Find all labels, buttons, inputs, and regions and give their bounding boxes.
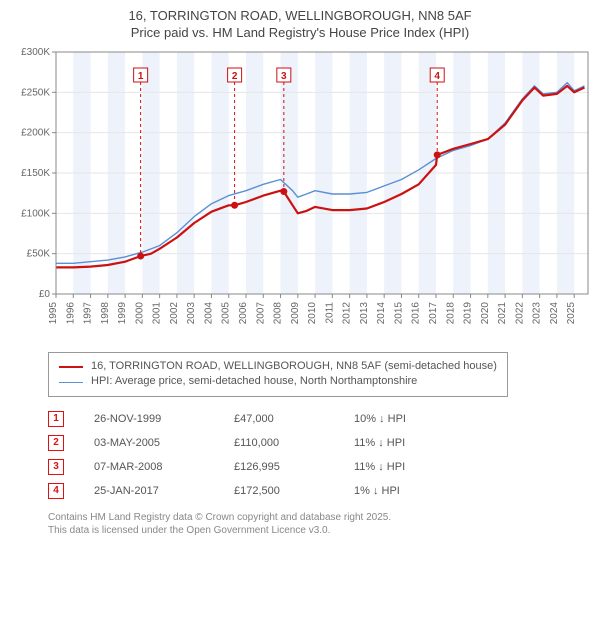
table-row: 126-NOV-1999£47,00010% ↓ HPI (48, 407, 592, 431)
svg-text:2012: 2012 (342, 302, 353, 325)
price-chart: £0 £50K £100K £150K £200K £250K £300K 1995 1996 1… (8, 46, 592, 346)
svg-text:2015: 2015 (393, 302, 404, 325)
svg-text:2016: 2016 (411, 302, 422, 325)
svg-text:2010: 2010 (307, 302, 318, 325)
svg-text:2020: 2020 (480, 302, 491, 325)
svg-text:3: 3 (281, 71, 287, 82)
svg-text:2000: 2000 (134, 302, 145, 325)
svg-text:2019: 2019 (463, 302, 474, 325)
svg-text:2006: 2006 (238, 302, 249, 325)
svg-text:1995: 1995 (48, 302, 59, 325)
svg-text:2001: 2001 (152, 302, 163, 325)
svg-text:2009: 2009 (290, 302, 301, 325)
legend-swatch (59, 382, 83, 383)
svg-text:2022: 2022 (514, 302, 525, 325)
legend-swatch (59, 366, 83, 368)
svg-text:£100K: £100K (21, 208, 50, 219)
table-row: 425-JAN-2017£172,5001% ↓ HPI (48, 479, 592, 503)
svg-text:2007: 2007 (255, 302, 266, 325)
svg-text:2013: 2013 (359, 302, 370, 325)
sale-vs-hpi: 10% ↓ HPI (354, 413, 474, 425)
sale-date: 25-JAN-2017 (64, 485, 234, 497)
sale-price: £126,995 (234, 461, 354, 473)
sale-vs-hpi: 11% ↓ HPI (354, 437, 474, 449)
svg-text:£0: £0 (39, 289, 51, 300)
sale-date: 07-MAR-2008 (64, 461, 234, 473)
svg-text:2003: 2003 (186, 302, 197, 325)
legend: 16, TORRINGTON ROAD, WELLINGBOROUGH, NN8… (48, 352, 508, 397)
legend-row: 16, TORRINGTON ROAD, WELLINGBOROUGH, NN8… (59, 359, 497, 374)
sale-vs-hpi: 1% ↓ HPI (354, 485, 474, 497)
sale-price: £172,500 (234, 485, 354, 497)
table-row: 307-MAR-2008£126,99511% ↓ HPI (48, 455, 592, 479)
svg-text:1: 1 (138, 71, 144, 82)
svg-text:£250K: £250K (21, 87, 50, 98)
svg-text:2023: 2023 (532, 302, 543, 325)
svg-text:2024: 2024 (549, 302, 560, 325)
svg-text:2008: 2008 (273, 302, 284, 325)
svg-text:2011: 2011 (324, 302, 335, 324)
legend-label: HPI: Average price, semi-detached house,… (91, 374, 417, 389)
sale-marker-icon: 4 (48, 483, 64, 499)
svg-text:£50K: £50K (27, 249, 51, 260)
sale-price: £47,000 (234, 413, 354, 425)
sale-marker-icon: 2 (48, 435, 64, 451)
footer-line1: Contains HM Land Registry data © Crown c… (48, 511, 592, 524)
legend-label: 16, TORRINGTON ROAD, WELLINGBOROUGH, NN8… (91, 359, 497, 374)
footer-attribution: Contains HM Land Registry data © Crown c… (48, 511, 592, 537)
footer-line2: This data is licensed under the Open Gov… (48, 524, 592, 537)
svg-text:4: 4 (434, 71, 440, 82)
sale-price: £110,000 (234, 437, 354, 449)
title-line1: 16, TORRINGTON ROAD, WELLINGBOROUGH, NN8… (8, 8, 592, 23)
svg-text:2014: 2014 (376, 302, 387, 325)
svg-text:2025: 2025 (566, 302, 577, 325)
sale-date: 26-NOV-1999 (64, 413, 234, 425)
sale-vs-hpi: 11% ↓ HPI (354, 461, 474, 473)
svg-text:£200K: £200K (21, 128, 50, 139)
svg-text:2017: 2017 (428, 302, 439, 325)
sale-marker-icon: 3 (48, 459, 64, 475)
sale-date: 03-MAY-2005 (64, 437, 234, 449)
svg-text:1999: 1999 (117, 302, 128, 325)
legend-row: HPI: Average price, semi-detached house,… (59, 374, 497, 389)
svg-text:1997: 1997 (83, 302, 94, 325)
svg-text:2004: 2004 (203, 302, 214, 325)
svg-text:2: 2 (232, 71, 238, 82)
svg-text:2018: 2018 (445, 302, 456, 325)
svg-text:£300K: £300K (21, 47, 50, 58)
sale-marker-icon: 1 (48, 411, 64, 427)
svg-text:1996: 1996 (65, 302, 76, 325)
svg-text:1998: 1998 (100, 302, 111, 325)
svg-text:2005: 2005 (221, 302, 232, 325)
svg-text:£150K: £150K (21, 168, 50, 179)
table-row: 203-MAY-2005£110,00011% ↓ HPI (48, 431, 592, 455)
sales-table: 126-NOV-1999£47,00010% ↓ HPI203-MAY-2005… (48, 407, 592, 503)
title-line2: Price paid vs. HM Land Registry's House … (8, 25, 592, 40)
svg-text:2021: 2021 (497, 302, 508, 325)
svg-text:2002: 2002 (169, 302, 180, 325)
